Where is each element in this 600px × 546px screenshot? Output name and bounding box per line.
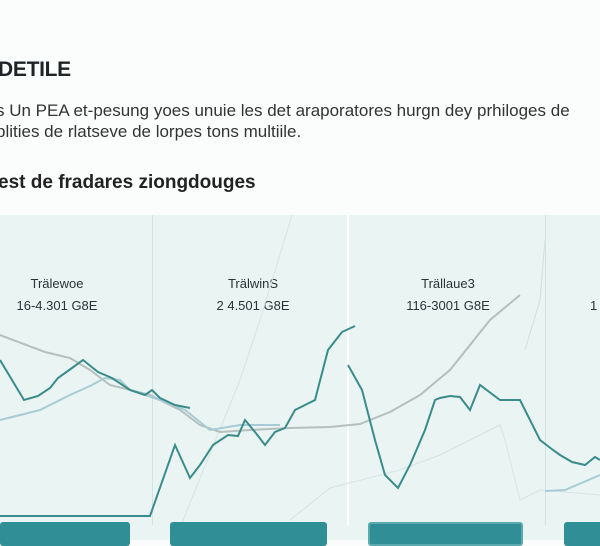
main-line: [0, 358, 191, 409]
panel-stat: Trällaue3 116-3001 G8E: [383, 273, 513, 317]
panel-button[interactable]: [0, 522, 130, 546]
gray-line: [0, 294, 521, 434]
panel-stat: Trälewoe 16-4.301 G8E: [0, 273, 122, 317]
panel-button[interactable]: [564, 522, 600, 546]
blue-line: [544, 474, 600, 492]
panel-stat: TrälwinS 2 4.501 G8E: [188, 273, 318, 317]
divider: [347, 215, 349, 525]
divider: [545, 215, 546, 525]
panel-value: 16-4.301 G8E: [16, 298, 98, 313]
panel-button[interactable]: [170, 522, 327, 546]
section-subtitle: est de fradares ziongdouges: [0, 172, 256, 193]
page-title: DETILE: [0, 58, 71, 81]
description-line: plities de rlatseve de lorpes tons multi…: [0, 122, 302, 141]
faint-line: [524, 239, 546, 351]
panel-button[interactable]: [368, 522, 523, 546]
panel-value: 2 4.501 G8E: [216, 298, 290, 313]
page-description: s Un PEA et-pesung yoes unuie les det ar…: [0, 100, 570, 142]
main-line: [347, 364, 600, 490]
blue-line: [0, 376, 280, 432]
main-line: [0, 325, 356, 517]
panel-value: 1: [590, 298, 598, 313]
panel-stat: 1: [590, 273, 600, 317]
panel-label: Trällaue3: [421, 276, 475, 291]
panel-label: Trälewoe: [30, 276, 84, 291]
faint-line: [289, 424, 600, 521]
description-line: s Un PEA et-pesung yoes unuie les det ar…: [0, 101, 570, 120]
divider: [152, 215, 153, 525]
panel-label: TrälwinS: [227, 276, 279, 291]
faint-line: [174, 214, 293, 540]
panel-value: 116-3001 G8E: [406, 298, 490, 313]
